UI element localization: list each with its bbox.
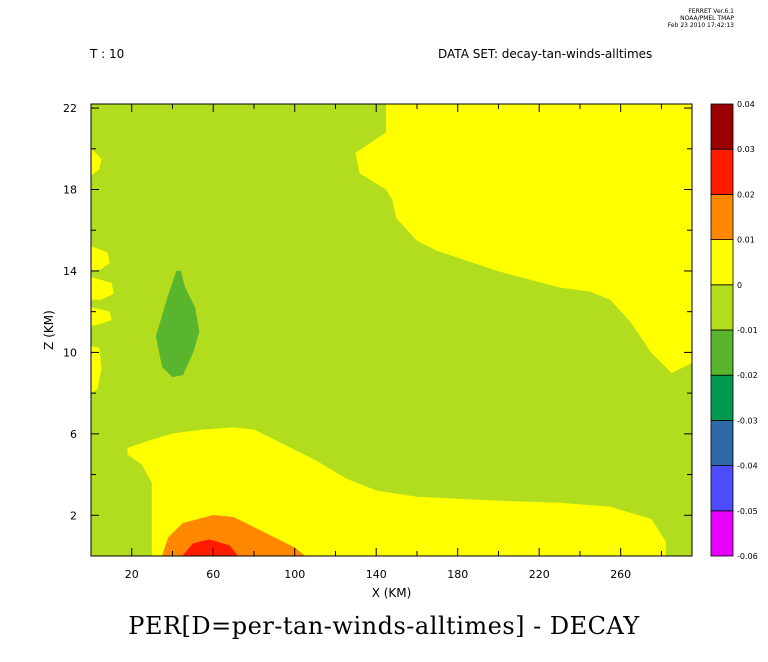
colorbar-band-5: [710, 284, 734, 331]
colorbar-label: 0.04: [737, 100, 755, 109]
chart-caption: PER[D=per-tan-winds-alltimes] - DECAY: [128, 612, 640, 640]
contour-region-5: [91, 307, 112, 327]
stamp-line-1: FERRET Ver.6.1: [688, 8, 734, 15]
colorbar-label: -0.06: [737, 552, 758, 561]
colorbar-band-1: [710, 465, 734, 512]
colorbar: -0.06 -0.05 -0.04 -0.03 -0.02 -0.01 0 0.01 0.02 0…: [710, 100, 758, 561]
contour-region-10: [155, 270, 200, 378]
x-tick-label: 60: [206, 568, 220, 581]
x-tick-label: 220: [529, 568, 550, 581]
dataset-label: DATA SET: decay-tan-winds-alltimes: [438, 47, 653, 61]
contour-region-3: [91, 246, 110, 272]
contour-chart: 20 60 100 140 180 220 260 2 6 10 14 18 22 X (KM) Z (KM…: [42, 100, 758, 600]
time-label: T : 10: [90, 47, 125, 61]
contour-region-6: [91, 148, 102, 176]
stamp-line-2: NOAA/PMEL TMAP: [680, 15, 734, 22]
x-tick-label: 180: [447, 568, 468, 581]
y-tick-label: 18: [63, 184, 77, 197]
y-tick-label: 10: [63, 346, 77, 359]
contour-fills: [91, 104, 692, 556]
contour-region-2: [91, 345, 102, 394]
colorbar-band-0: [710, 510, 734, 557]
colorbar-band-9: [710, 103, 734, 150]
contour-region-4: [91, 276, 114, 300]
stamp-line-3: Feb 23 2010 17:42:13: [667, 22, 734, 29]
ferret-stamp: FERRET Ver.6.1 NOAA/PMEL TMAP Feb 23 2010 …: [640, 8, 734, 29]
y-axis-label: Z (KM): [42, 310, 56, 350]
y-tick-label: 6: [70, 428, 77, 441]
contour-regions: [91, 104, 692, 556]
y-tick-label: 22: [63, 102, 77, 115]
colorbar-band-2: [710, 419, 734, 466]
colorbar-band-8: [710, 148, 734, 195]
x-tick-label: 260: [610, 568, 631, 581]
colorbar-label: -0.03: [737, 416, 758, 425]
colorbar-label: -0.02: [737, 371, 758, 380]
contour-region-9: [182, 539, 239, 556]
x-tick-label: 20: [125, 568, 139, 581]
contour-region-1: [355, 104, 692, 374]
x-axis-label: X (KM): [372, 586, 412, 600]
y-tick-label: 14: [63, 265, 77, 278]
colorbar-band-4: [710, 329, 734, 376]
plot-frame: [90, 103, 693, 557]
colorbar-label: -0.04: [737, 462, 758, 471]
colorbar-band-7: [710, 193, 734, 240]
contour-region-7: [127, 427, 666, 556]
colorbar-label: 0.02: [737, 190, 755, 199]
chart-axes: 20 60 100 140 180 220 260 2 6 10 14 18 22 X (KM) Z (KM…: [42, 102, 693, 600]
colorbar-label: 0.03: [737, 145, 755, 154]
colorbar-band-3: [710, 374, 734, 421]
colorbar-band-6: [710, 239, 734, 286]
colorbar-label: 0.01: [737, 236, 755, 245]
colorbar-label: -0.05: [737, 507, 758, 516]
x-tick-label: 100: [284, 568, 305, 581]
y-tick-label: 2: [70, 509, 77, 522]
colorbar-label: 0: [737, 281, 742, 290]
x-tick-label: 140: [366, 568, 387, 581]
colorbar-label: -0.01: [737, 326, 758, 335]
